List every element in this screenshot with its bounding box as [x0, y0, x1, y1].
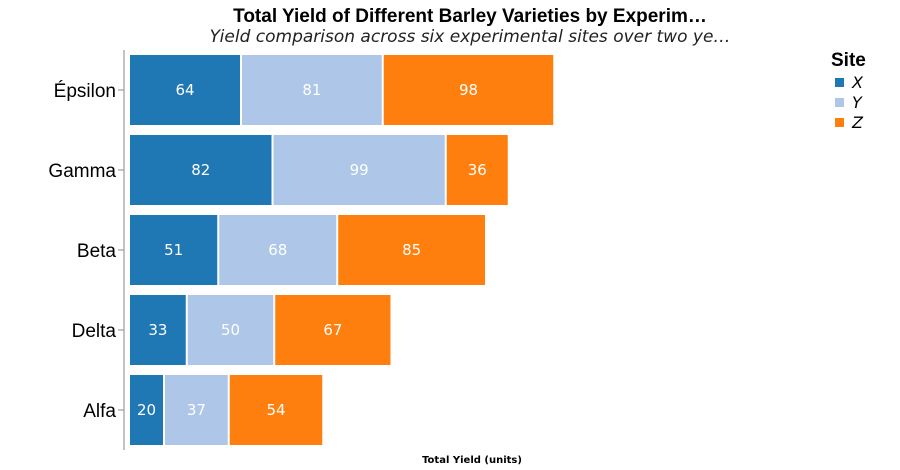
category-label: Épsilon [54, 81, 116, 102]
legend-label-z: Z [851, 113, 864, 132]
bar-segment-y [242, 55, 382, 125]
chart-title: Total Yield of Different Barley Varietie… [233, 6, 707, 27]
bar-segment-y [273, 135, 445, 205]
category-label: Delta [72, 321, 117, 342]
legend-swatch-x [835, 78, 844, 87]
bar-value-label: 85 [402, 241, 421, 259]
bar-segment-y [219, 215, 337, 285]
bar-segment-y [187, 295, 274, 365]
bar-segment-x [130, 375, 163, 445]
bar-segment-z [275, 295, 391, 365]
chart-subtitle: Yield comparison across six experimental… [210, 27, 731, 47]
category-label: Beta [77, 241, 117, 262]
bar-segment-x [130, 135, 272, 205]
legend-label-y: Y [852, 93, 863, 112]
bar-segment-x [130, 215, 218, 285]
bar-value-label: 20 [137, 401, 156, 419]
legend-title: Site [831, 50, 866, 71]
bar-value-label: 54 [266, 401, 285, 419]
bar-value-label: 37 [187, 401, 206, 419]
bar-value-label: 33 [148, 321, 167, 339]
bar-value-label: 82 [191, 161, 210, 179]
bar-value-label: 98 [459, 81, 478, 99]
x-axis-title: Total Yield (units) [422, 455, 522, 466]
bar-value-label: 67 [323, 321, 342, 339]
category-label: Gamma [48, 161, 116, 182]
bar-value-label: 99 [350, 161, 369, 179]
legend-swatch-y [835, 98, 844, 107]
category-label: Alfa [83, 401, 116, 422]
legend-label-x: X [851, 73, 864, 92]
legend: Site XYZ [831, 50, 866, 132]
bar-segment-z [229, 375, 323, 445]
bar-value-label: 36 [468, 161, 487, 179]
bar-value-label: 51 [164, 241, 183, 259]
bar-segment-y [165, 375, 228, 445]
bar-value-label: 68 [268, 241, 287, 259]
plot-area: Alfa 20 37 54 Delta 33 50 67 Beta 51 68 85 Gamma 82 99… [48, 55, 554, 445]
legend-items: XYZ [835, 73, 864, 132]
bar-value-label: 64 [175, 81, 194, 99]
bar-segment-z [446, 135, 508, 205]
legend-swatch-z [835, 118, 844, 127]
bar-segment-x [130, 295, 186, 365]
bar-segment-z [383, 55, 554, 125]
bar-value-label: 81 [302, 81, 321, 99]
bar-segment-z [338, 215, 485, 285]
bar-segment-x [130, 55, 240, 125]
bar-value-label: 50 [221, 321, 240, 339]
